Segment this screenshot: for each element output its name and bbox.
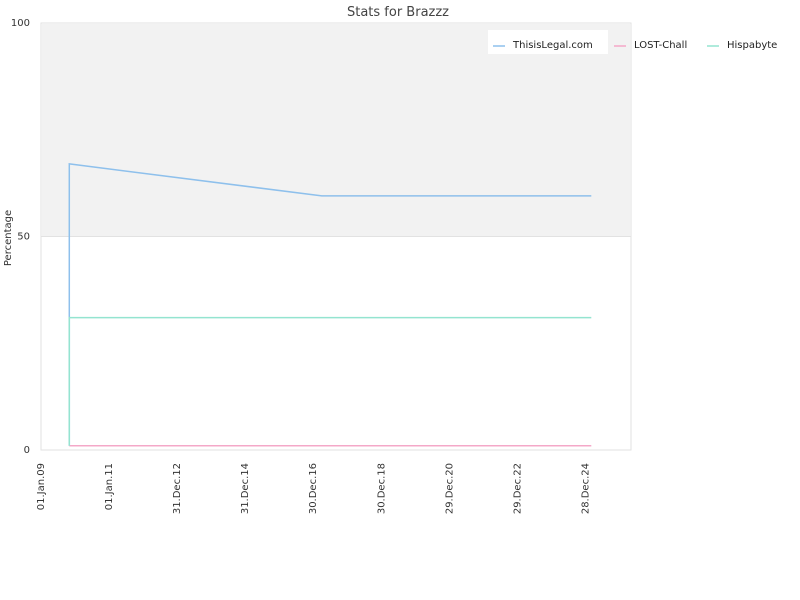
legend-box (488, 30, 608, 54)
x-tick-label: 30.Dec.18 (376, 463, 387, 514)
legend-label: Hispabyte (727, 40, 777, 51)
x-tick-label: 28.Dec.24 (580, 463, 591, 514)
x-tick-label: 31.Dec.14 (240, 463, 251, 514)
gridlines (41, 22, 631, 451)
x-tick-label: 29.Dec.20 (444, 463, 455, 514)
series-layer (68, 163, 592, 447)
upper-band (42, 24, 630, 237)
y-tick-label: 50 (17, 232, 30, 243)
legend-label: ThisisLegal.com (512, 40, 593, 51)
legend-label: LOST-Chall (634, 40, 687, 51)
x-axis: 01.Jan.09 01.Jan.11 31.Dec.12 31.Dec.14 30.D… (36, 463, 591, 514)
chart-title: Stats for Brazzz (347, 5, 449, 20)
x-tick-label: 29.Dec.22 (512, 463, 523, 514)
x-tick-label: 30.Dec.16 (308, 463, 319, 514)
x-tick-label: 01.Jan.11 (104, 463, 115, 510)
y-axis: 0 50 100 (11, 18, 30, 456)
legend: ThisisLegal.com LOST-Chall Hispabyte (488, 30, 777, 54)
x-tick-label: 31.Dec.12 (172, 463, 183, 514)
series-line (68, 163, 592, 446)
y-axis-label: Percentage (3, 210, 14, 266)
y-tick-label: 100 (11, 18, 30, 29)
series-line (68, 316, 592, 446)
y-tick-label: 0 (24, 445, 30, 456)
x-tick-label: 01.Jan.09 (36, 463, 47, 510)
